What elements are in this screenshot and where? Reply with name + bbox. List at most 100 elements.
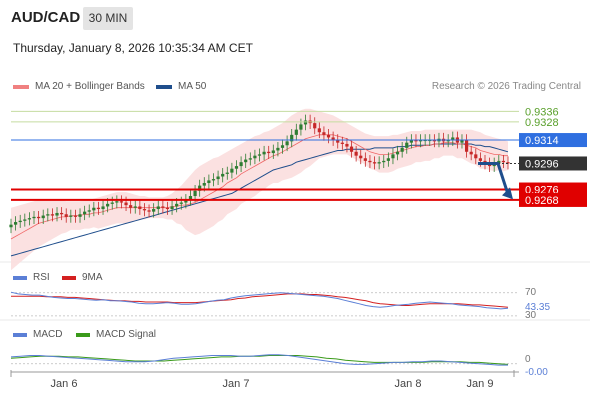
legend-label-rsi: RSI xyxy=(33,272,50,283)
candle-body xyxy=(124,202,128,206)
candle-body xyxy=(280,145,285,148)
forecast-arrow xyxy=(478,161,510,195)
level-label-current: 0.9296 xyxy=(525,158,559,170)
candle-body xyxy=(234,166,239,169)
rsi-level-label: 30 xyxy=(525,310,537,321)
legend-label-rsi-ma: 9MA xyxy=(82,272,103,283)
candle-body xyxy=(285,141,289,146)
copyright: Research © 2026 Trading Central xyxy=(431,81,581,92)
legend-swatch-bollinger xyxy=(13,84,29,89)
legend-swatch-ma50 xyxy=(156,84,172,89)
legend-macd: MACD xyxy=(13,329,62,340)
candle-body xyxy=(382,160,386,163)
candle-body xyxy=(110,202,114,204)
candle-body xyxy=(322,132,326,135)
candle-body xyxy=(138,206,142,210)
candle-body xyxy=(165,207,170,210)
candle-body xyxy=(225,172,229,174)
candle-body xyxy=(87,210,91,212)
candle-body xyxy=(372,162,377,164)
candle-body xyxy=(331,137,335,141)
level-label-resistance: 0.9336 xyxy=(525,106,559,118)
level-label-box-support xyxy=(519,192,587,207)
level-label-box-pivot xyxy=(519,133,587,148)
candle-body xyxy=(349,146,354,152)
candle-body xyxy=(198,185,202,191)
candle-body xyxy=(101,206,105,210)
legend-label-ma50: MA 50 xyxy=(178,81,207,92)
candle-body xyxy=(188,196,193,200)
legend-label-macd-signal: MACD Signal xyxy=(96,329,157,340)
level-label-pivot: 0.9314 xyxy=(525,135,559,147)
candle-body xyxy=(142,209,147,211)
candle-body xyxy=(119,201,124,203)
candle-body xyxy=(60,212,64,215)
candle-body xyxy=(460,140,464,143)
candle-body xyxy=(55,212,59,216)
candle-body xyxy=(464,140,469,152)
candle-body xyxy=(32,216,36,219)
timeframe-button[interactable]: 30 MIN xyxy=(83,7,133,30)
timestamp: Thursday, January 8, 2026 10:35:34 AM CE… xyxy=(13,41,253,55)
candle-body xyxy=(299,124,303,130)
candle-body xyxy=(446,140,450,142)
candle-body xyxy=(221,173,225,177)
candle-body xyxy=(478,158,482,161)
legend-swatch-macd xyxy=(13,332,27,337)
candle-body xyxy=(354,151,358,156)
legend-rsi-ma: 9MA xyxy=(62,272,103,283)
time-axis-label: Jan 8 xyxy=(395,378,422,390)
legend-swatch-rsi xyxy=(13,275,27,280)
candle-body xyxy=(506,162,510,164)
candle-body xyxy=(161,206,165,208)
candle-body xyxy=(271,150,275,154)
time-axis: Jan 6 Jan 7 Jan 8 Jan 9 xyxy=(10,370,519,390)
candle-body xyxy=(395,151,400,155)
candle-body xyxy=(37,216,41,219)
candle-body xyxy=(262,151,266,155)
candle-body xyxy=(170,206,174,210)
time-axis-label: Jan 6 xyxy=(51,378,78,390)
candle-body xyxy=(257,154,262,156)
candle-body xyxy=(248,158,252,160)
candle-body xyxy=(184,199,188,203)
macd-value-label: -0.00 xyxy=(525,367,548,378)
candle-body xyxy=(23,219,27,221)
candle-body xyxy=(147,210,151,212)
candle-body xyxy=(340,142,344,144)
candle-body xyxy=(497,160,501,164)
candle-body xyxy=(133,206,137,208)
candle-body xyxy=(377,162,381,164)
candle-body xyxy=(400,147,404,152)
rsi-level-label: 70 xyxy=(525,287,537,298)
rsi-ma-line xyxy=(11,293,509,308)
candle-body xyxy=(9,224,13,228)
legend-label-macd: MACD xyxy=(33,329,63,340)
legend-rsi: RSI xyxy=(13,272,50,283)
candle-body xyxy=(432,140,436,142)
level-label-box-current xyxy=(519,156,587,171)
candle-body xyxy=(336,140,340,143)
candle-body xyxy=(179,202,183,204)
candle-body xyxy=(41,215,45,219)
candle-body xyxy=(239,162,243,167)
candle-body xyxy=(78,214,82,217)
candle-body xyxy=(326,134,331,138)
candle-body xyxy=(230,168,234,173)
candle-body xyxy=(363,158,367,161)
candle-body xyxy=(368,160,372,163)
candle-body xyxy=(50,214,55,216)
candle-body xyxy=(129,205,133,208)
time-axis-label: Jan 9 xyxy=(467,378,494,390)
candle-body xyxy=(290,134,294,142)
candle-body xyxy=(18,220,22,223)
candle-body xyxy=(14,222,18,225)
candle-body xyxy=(294,129,298,135)
macd-panel: 0 -0.00 xyxy=(10,354,548,378)
candle-body xyxy=(244,159,248,163)
legend-swatch-rsi-ma xyxy=(62,275,76,280)
candle-body xyxy=(96,207,101,210)
candle-body xyxy=(92,207,96,211)
candle-body xyxy=(409,140,413,143)
